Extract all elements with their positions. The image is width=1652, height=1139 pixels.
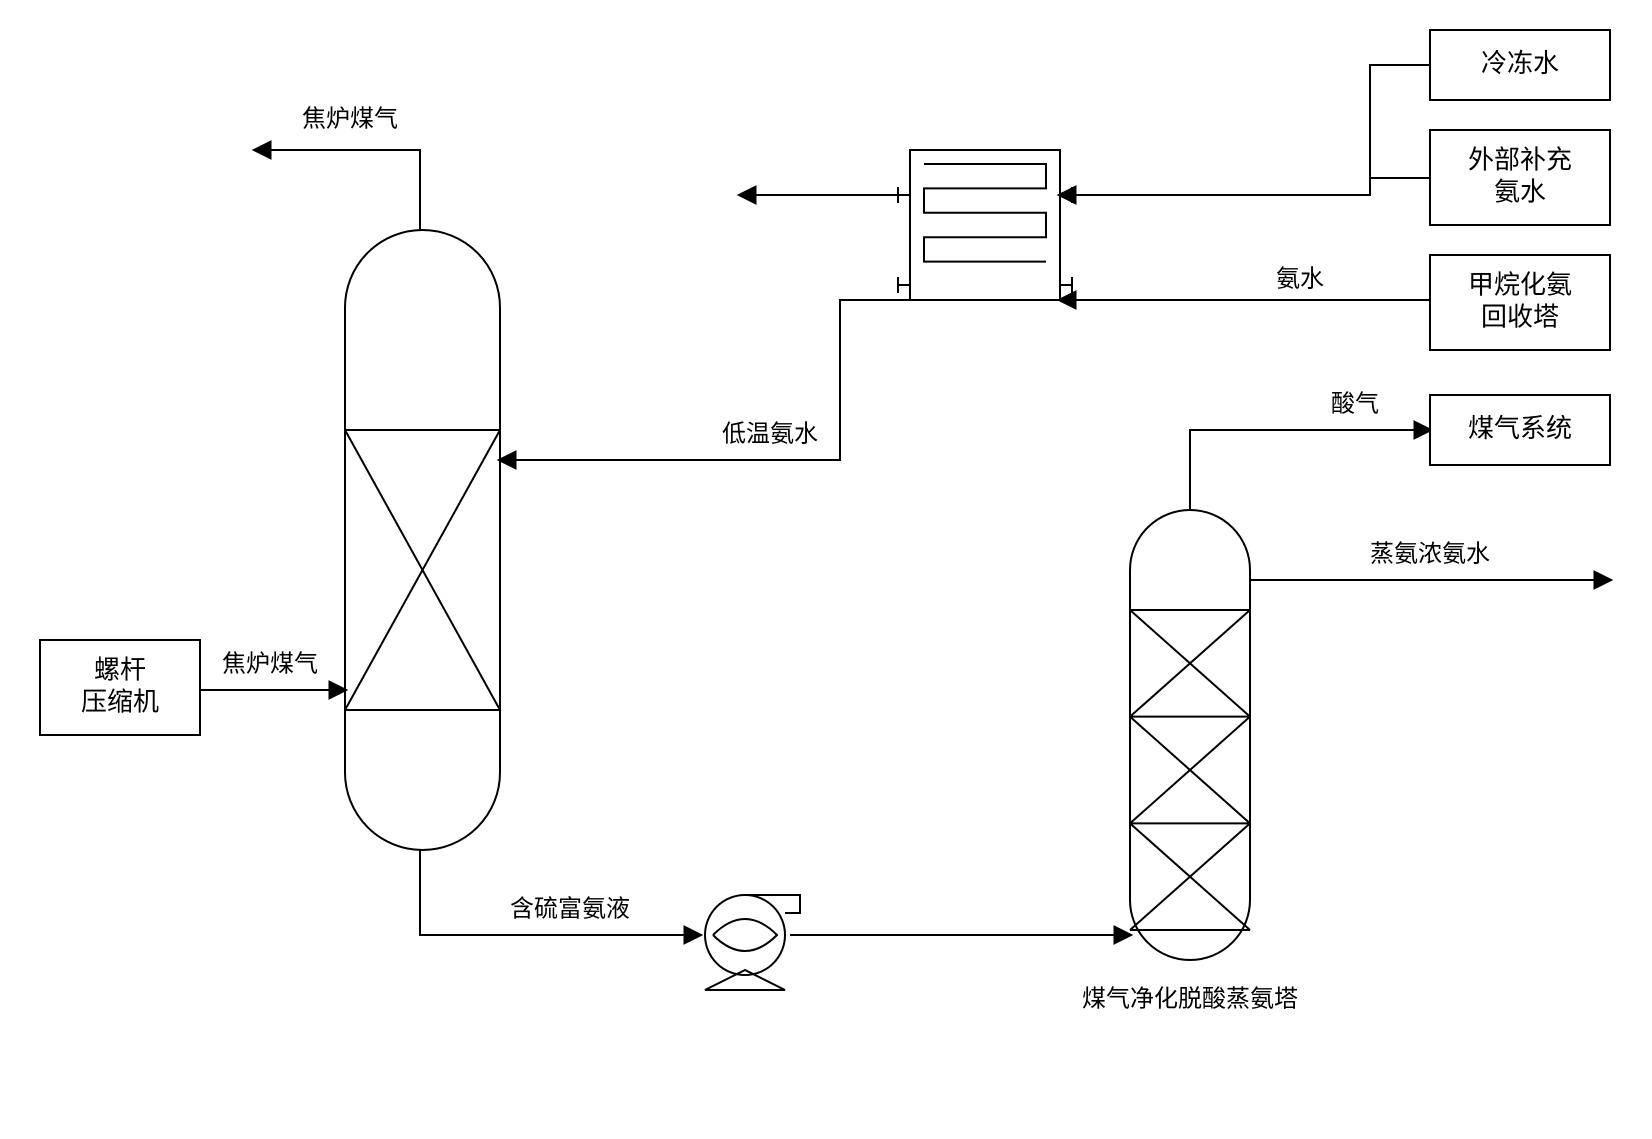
small-tower	[1130, 510, 1250, 960]
main-tower	[345, 230, 500, 850]
process-flow-diagram: 冷冻水外部补充氨水甲烷化氨回收塔煤气系统螺杆压缩机 煤气净化脱酸蒸氨塔焦炉煤气焦…	[0, 0, 1652, 1139]
edge-label-tower_to_pump: 含硫富氨液	[510, 895, 630, 922]
edge-acid_gas	[1190, 430, 1430, 510]
compressor-label-1: 螺杆	[94, 654, 146, 684]
pump	[705, 895, 785, 975]
edge-cool_to_hx	[1060, 65, 1430, 195]
edge-label-conc_ammonia: 蒸氨浓氨水	[1370, 540, 1490, 567]
external_ammonia-label-2: 氨水	[1494, 176, 1546, 206]
edge-coke_gas_out	[255, 150, 420, 230]
heat-exchanger	[910, 150, 1060, 300]
edge-label-acid_gas: 酸气	[1331, 390, 1379, 417]
edge-hx_bot_out	[500, 300, 910, 460]
edge-label-meth_to_hx: 氨水	[1276, 265, 1324, 292]
external_ammonia-label-1: 外部补充	[1468, 144, 1572, 174]
cooling_water-label: 冷冻水	[1481, 48, 1559, 78]
gas_system-label: 煤气系统	[1468, 413, 1572, 443]
hx-coil	[924, 164, 1046, 262]
methanation-label-2: 回收塔	[1481, 301, 1559, 331]
edge-label-hx_bot_out: 低温氨水	[722, 420, 818, 447]
small-tower-caption: 煤气净化脱酸蒸氨塔	[1082, 985, 1298, 1012]
compressor-label-2: 压缩机	[81, 686, 159, 716]
methanation-label-1: 甲烷化氨	[1468, 269, 1572, 299]
edge-label-coke_gas_in: 焦炉煤气	[222, 650, 318, 677]
edge-label-coke_gas_out: 焦炉煤气	[302, 105, 398, 132]
